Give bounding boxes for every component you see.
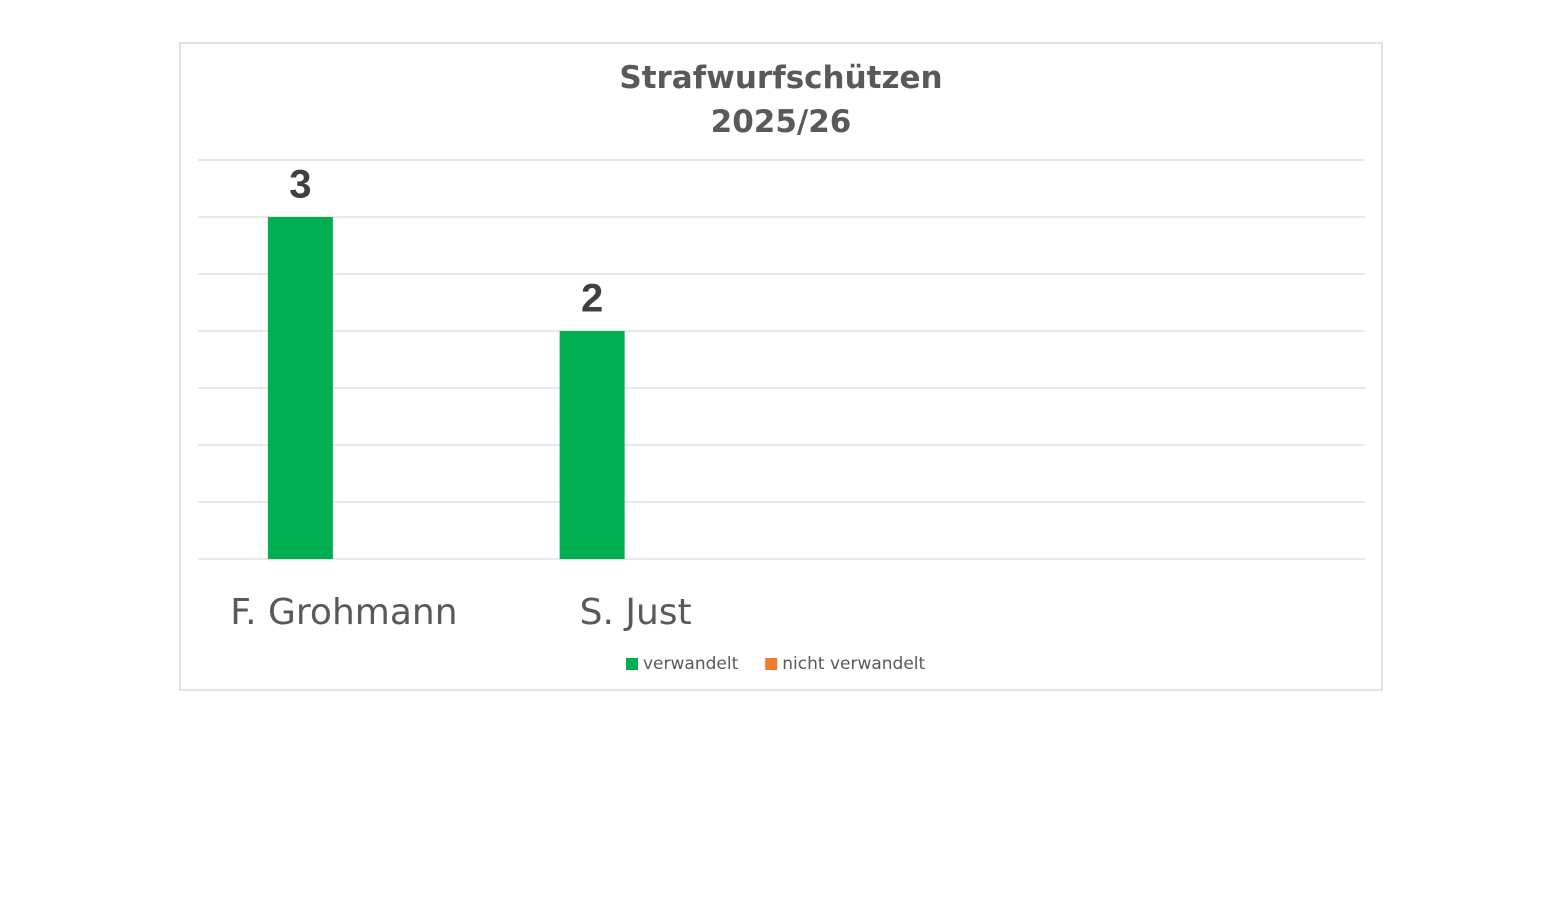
legend-swatch xyxy=(626,658,638,670)
chart-title: Strafwurfschützen 2025/26 xyxy=(619,60,943,140)
bar xyxy=(267,217,333,559)
legend-label: nicht verwandelt xyxy=(782,654,925,674)
data-label: 3 xyxy=(289,163,311,207)
legend-swatch xyxy=(765,658,778,670)
chart-frame xyxy=(179,42,1383,691)
bar xyxy=(559,331,625,559)
legend-label: verwandelt xyxy=(643,654,739,674)
x-tick-label: S. Just xyxy=(580,592,692,633)
data-label: 2 xyxy=(581,277,603,321)
x-tick-label: F. Grohmann xyxy=(230,592,457,633)
